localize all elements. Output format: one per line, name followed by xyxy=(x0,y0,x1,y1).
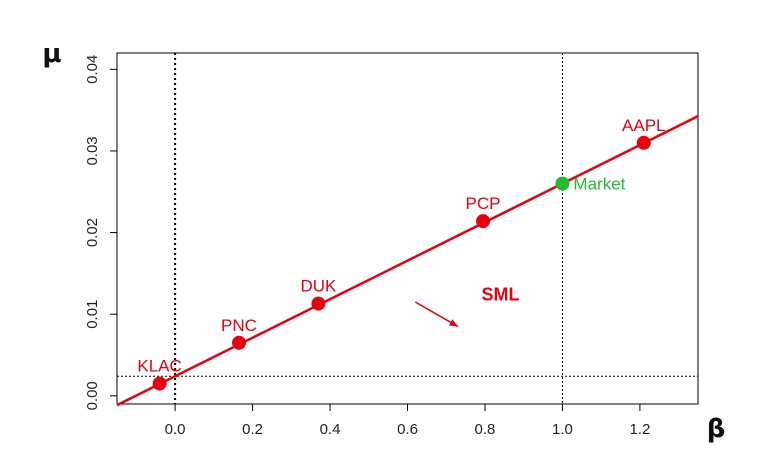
sml-arrow-head xyxy=(448,319,458,327)
x-tick-label: 0.4 xyxy=(320,421,341,438)
point-duk xyxy=(311,296,326,311)
sml-line xyxy=(116,115,699,407)
reference-lines xyxy=(117,53,698,404)
plot-frame xyxy=(116,52,699,405)
point-label-duk: DUK xyxy=(300,277,337,296)
x-axis-label: β xyxy=(707,414,726,444)
point-pnc xyxy=(232,335,247,350)
y-tick-label: 0.02 xyxy=(84,218,101,247)
point-label-klac: KLAC xyxy=(137,357,181,376)
x-tick-label: 1.2 xyxy=(629,421,650,438)
x-tick-label: 0.0 xyxy=(165,421,186,438)
x-tick-label: 1.0 xyxy=(552,421,573,438)
sml-line-group: SML xyxy=(116,115,699,407)
y-tick-label: 0.03 xyxy=(84,136,101,165)
point-label-aapl: AAPL xyxy=(622,116,665,135)
x-tick-label: 0.6 xyxy=(397,421,418,438)
point-aapl xyxy=(636,135,651,150)
sml-label: SML xyxy=(481,285,519,305)
point-label-market: Market xyxy=(573,175,625,194)
y-axis-label: μ xyxy=(42,39,61,69)
x-axis: 0.0 0.2 0.4 0.6 0.8 1.0 1.2 xyxy=(165,404,650,438)
point-label-pnc: PNC xyxy=(221,316,257,335)
y-tick-label: 0.01 xyxy=(84,300,101,329)
x-tick-label: 0.2 xyxy=(242,421,263,438)
x-tick-label: 0.8 xyxy=(475,421,496,438)
y-axis: 0.00 0.01 0.02 0.03 0.04 xyxy=(84,55,117,410)
point-klac xyxy=(152,376,167,391)
y-tick-label: 0.04 xyxy=(84,55,101,84)
point-label-pcp: PCP xyxy=(466,194,501,213)
data-points: KLAC PNC DUK PCP AAPL Market xyxy=(137,116,666,391)
y-tick-label: 0.00 xyxy=(84,381,101,410)
point-market xyxy=(555,176,570,191)
point-pcp xyxy=(476,214,491,229)
